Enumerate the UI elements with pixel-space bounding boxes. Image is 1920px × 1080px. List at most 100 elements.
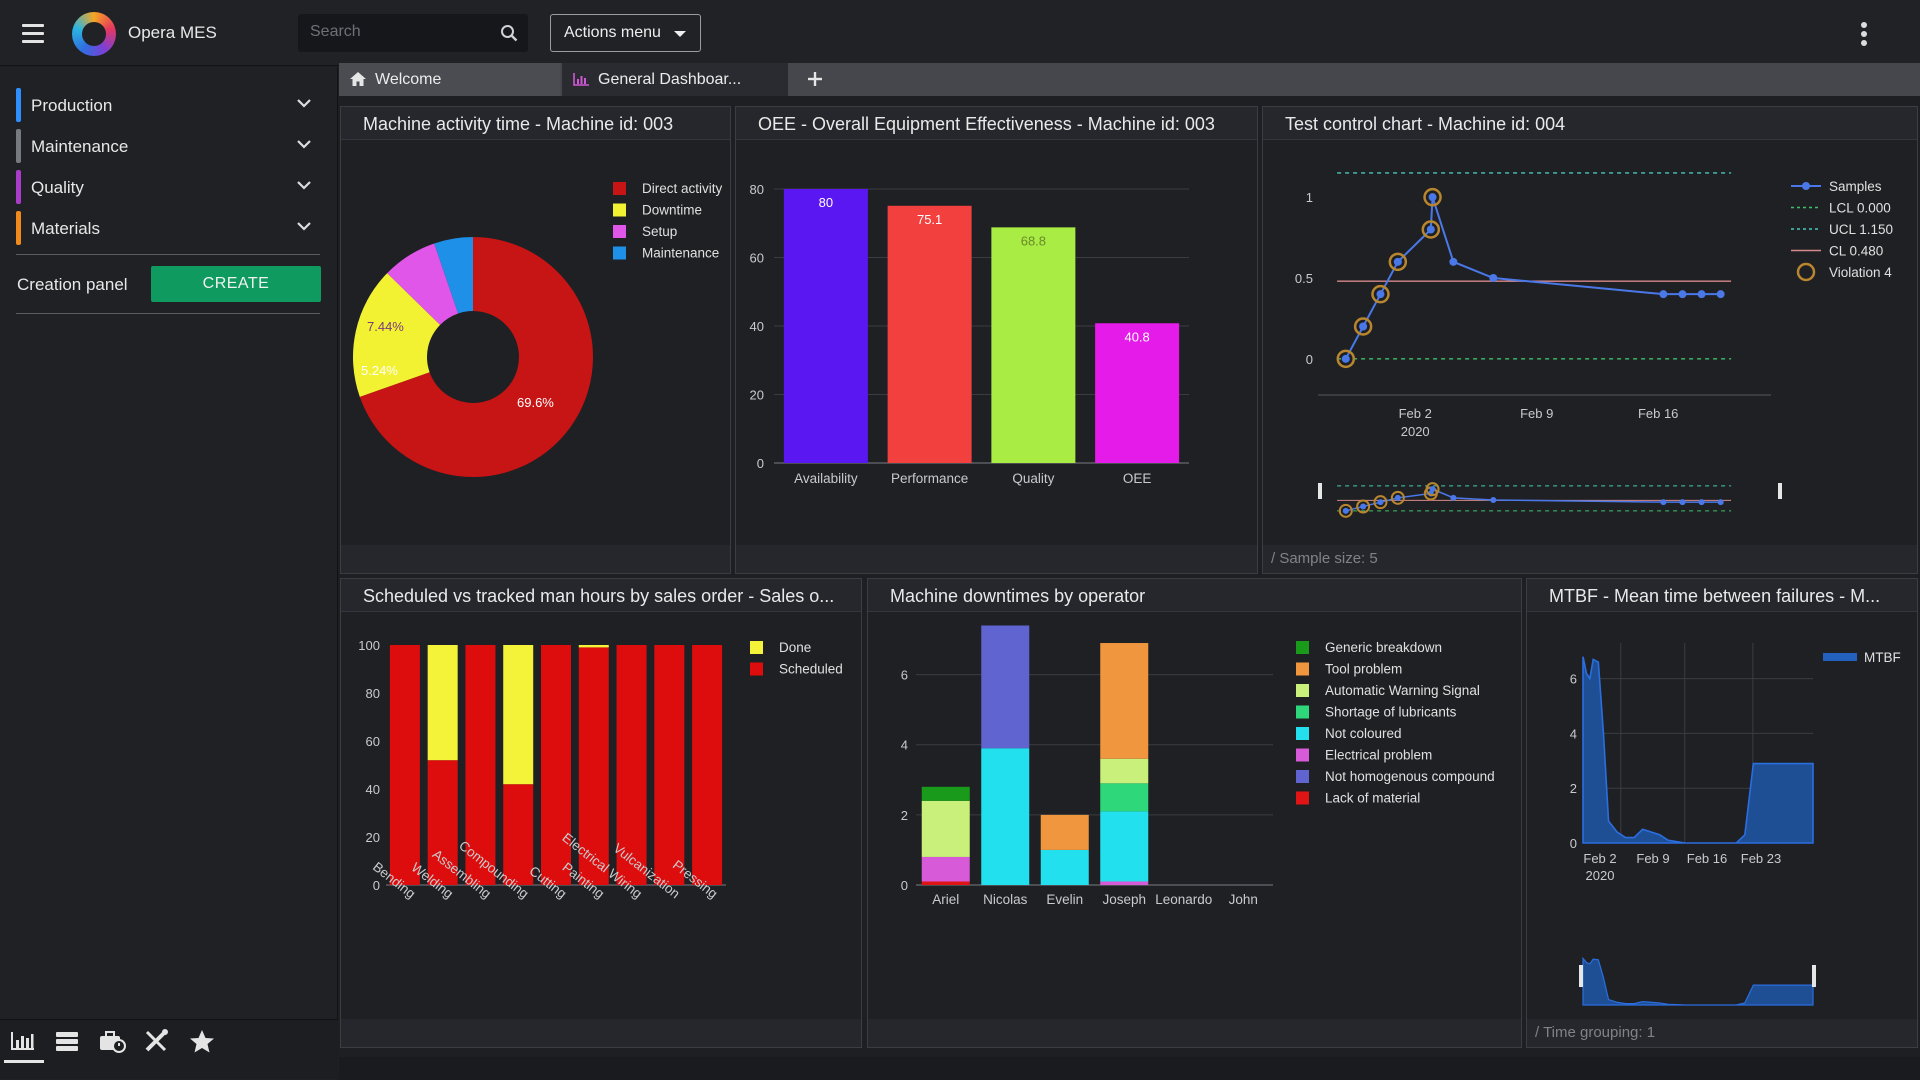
tab-welcome[interactable]: Welcome (339, 63, 560, 96)
x-tick-label: John (1229, 892, 1258, 907)
legend-label: Downtime (642, 203, 702, 218)
x-tick-label: Evelin (1046, 892, 1083, 907)
list-icon[interactable] (52, 1028, 82, 1054)
x-tick-sublabel: 2020 (1401, 424, 1430, 439)
chevron-down-icon[interactable] (296, 97, 312, 109)
x-tick-label: Feb 9 (1636, 851, 1669, 866)
slider-sample-point (1490, 497, 1497, 503)
chevron-down-icon[interactable] (296, 179, 312, 191)
slider-sample-point (1679, 499, 1686, 506)
slice-value-label: 69.6% (517, 395, 554, 410)
legend-label: Electrical problem (1325, 748, 1432, 763)
sample-point (1376, 290, 1385, 299)
slider-violation-marker (1425, 482, 1440, 497)
legend-label: Not coloured (1325, 726, 1402, 741)
slider-sample-point (1342, 507, 1349, 514)
downtimes-stacked-bar-chart: 0 2 4 6 Ariel Nicolas Evelin Joseph Leonardo John… (901, 625, 1495, 907)
x-tick-label: Feb 23 (1741, 851, 1781, 866)
legend-swatch (750, 662, 763, 676)
slider-sample-point (1377, 499, 1384, 506)
time-grouping-footer: / Time grouping: 1 (1527, 1019, 1917, 1047)
violation-marker (1388, 252, 1408, 272)
chart-icon[interactable] (8, 1028, 38, 1054)
panel-machine-activity: Machine activity time - Machine id: 003 … (340, 106, 731, 574)
slider-sample-point (1360, 503, 1367, 510)
toolbox-icon[interactable] (97, 1028, 127, 1054)
mtbf-area-chart: 0 2 4 6 Feb 2 Feb 9 Feb 16 Feb 23 2020 MTBF (1570, 643, 1901, 1006)
legend-label: Maintenance (642, 246, 719, 261)
slider-sample-point (1450, 494, 1457, 501)
bar-segment (427, 760, 458, 885)
add-tab-icon[interactable] (801, 65, 829, 93)
search-input[interactable] (310, 23, 490, 41)
y-tick-label: 0 (1306, 352, 1313, 367)
sidebar-accent-bar (16, 88, 21, 122)
sidebar-accent-bar (16, 170, 21, 204)
range-slider-handle-left (1579, 965, 1583, 987)
sidebar-item-quality[interactable]: Quality (16, 169, 316, 205)
legend-label: Scheduled (779, 662, 843, 677)
panel-man-hours: Scheduled vs tracked man hours by sales … (340, 578, 862, 1048)
sidebar-accent-bar (16, 129, 21, 163)
bar-segment (921, 881, 970, 885)
sample-point (1393, 257, 1402, 266)
active-tool-indicator (4, 1060, 44, 1063)
bar-segment (1040, 814, 1089, 850)
bar-segment (1100, 783, 1149, 812)
panel-title: Scheduled vs tracked man hours by sales … (341, 579, 861, 612)
sample-point (1426, 225, 1435, 234)
legend-swatch (613, 225, 626, 238)
tools-icon[interactable] (142, 1028, 172, 1054)
sidebar-toolbar (0, 1019, 338, 1079)
bar-segment (981, 748, 1030, 885)
legend-swatch (1296, 641, 1309, 654)
actions-menu-dropdown[interactable]: Actions menu (550, 14, 701, 52)
legend-swatch (1296, 684, 1309, 697)
machine-activity-donut-chart: 69.6%17.7%7.44%5.24%Direct activityDownt… (353, 181, 723, 477)
slider-violation-marker (1338, 503, 1353, 518)
more-options-icon[interactable] (1858, 22, 1870, 48)
x-tick-label: Feb 2 (1399, 406, 1432, 421)
slider-mtbf-area (1582, 956, 1814, 1006)
legend-swatch (1296, 662, 1309, 676)
violation-marker (1353, 317, 1373, 336)
star-icon[interactable] (187, 1028, 217, 1054)
sidebar-item-production[interactable]: Production (16, 87, 316, 123)
tab-general-dashboard[interactable]: General Dashboar... (562, 63, 788, 96)
legend-swatch (613, 182, 626, 195)
legend-swatch (1296, 770, 1309, 783)
sample-size-footer: / Sample size: 5 (1263, 545, 1917, 573)
y-tick-label: 0 (901, 878, 908, 893)
legend-label: Not homogenous compound (1325, 769, 1495, 784)
y-tick-label: 0 (757, 456, 764, 471)
bar (783, 189, 868, 463)
chevron-down-icon[interactable] (296, 138, 312, 150)
range-slider-handle-right (1812, 965, 1816, 987)
app-title: Opera MES (128, 23, 217, 42)
chevron-down-icon[interactable] (296, 220, 312, 232)
tab-label: Welcome (375, 71, 442, 88)
sidebar-item-materials[interactable]: Materials (16, 210, 316, 246)
slider-violation-marker (1390, 490, 1405, 505)
x-tick-label: Ariel (932, 892, 959, 907)
bar-segment (692, 645, 723, 885)
violation-marker (1371, 284, 1390, 304)
sample-point (1341, 354, 1350, 363)
legend-label: Lack of material (1325, 791, 1420, 806)
hamburger-menu-icon[interactable] (20, 21, 46, 45)
y-tick-label: 40 (750, 319, 764, 334)
y-tick-label: 20 (366, 830, 380, 845)
legend-label: Shortage of lubricants (1325, 705, 1457, 720)
y-tick-label: 2 (1570, 781, 1577, 796)
search-icon[interactable] (500, 24, 518, 42)
legend-swatch (1823, 653, 1857, 661)
bar-value-label: 68.8 (1021, 233, 1046, 248)
legend-swatch (1296, 748, 1309, 762)
home-icon (350, 72, 366, 86)
sample-point (1659, 290, 1668, 299)
y-tick-label: 0 (1570, 836, 1577, 851)
search-box[interactable] (298, 14, 528, 52)
create-button[interactable]: CREATE (151, 266, 321, 302)
sidebar-item-maintenance[interactable]: Maintenance (16, 128, 316, 164)
bar-segment (578, 647, 609, 885)
